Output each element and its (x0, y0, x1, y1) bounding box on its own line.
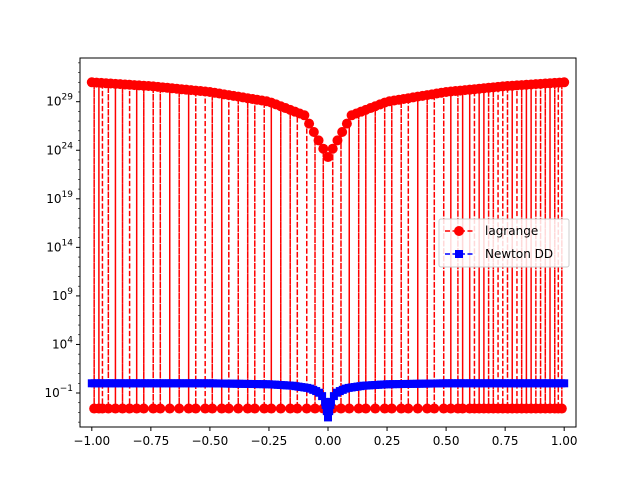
y-tick-label: 104 (52, 335, 73, 351)
lagrange-point-low (138, 403, 149, 414)
lagrange-point-low (457, 403, 468, 414)
y-tick-label: 1029 (46, 93, 73, 109)
lagrange-point-low (249, 403, 260, 414)
x-axis: −1.00 −0.75 −0.50 −0.25 0.00 0.25 0.50 0.75 1.00 (73, 427, 578, 448)
x-tick-label: 0.25 (374, 434, 401, 448)
lagrange-point-low (370, 403, 381, 414)
newton-point (560, 379, 569, 388)
lagrange-point (304, 118, 315, 129)
lagrange-point-low (403, 403, 414, 414)
x-tick-label: −1.00 (73, 434, 110, 448)
lagrange-point (327, 143, 338, 154)
legend-marker-lagrange (454, 226, 464, 236)
x-tick-label: 1.00 (551, 434, 578, 448)
newton-dd-series (87, 379, 569, 422)
lagrange-point-low (207, 403, 218, 414)
x-tick-label: −0.50 (192, 434, 229, 448)
lagrange-point-low (412, 403, 423, 414)
lagrange-point-low (155, 403, 166, 414)
lagrange-point-low (301, 403, 312, 414)
lagrange-point-low (344, 403, 355, 414)
lagrange-point (308, 126, 319, 137)
lagrange-point-low (124, 403, 135, 414)
y-axis: 10−1 104 109 1014 1019 1024 1029 (44, 62, 80, 423)
legend-label-lagrange: lagrange (485, 224, 538, 238)
x-tick-label: −0.75 (132, 434, 169, 448)
legend: lagrange Newton DD (438, 218, 570, 268)
newton-point (324, 413, 332, 422)
lagrange-point-low (310, 403, 321, 414)
y-tick-label: 1024 (46, 141, 73, 157)
lagrange-point-low (110, 403, 121, 414)
newton-point (325, 407, 334, 416)
lagrange-point (323, 152, 333, 163)
lagrange-point (299, 110, 310, 121)
lagrange-point-low (183, 403, 194, 414)
lagrange-point-low (266, 403, 277, 414)
lagrange-point (559, 77, 570, 88)
lagrange-point-low (422, 403, 433, 414)
lagrange-point-low (131, 403, 142, 414)
lagrange-point (341, 118, 352, 129)
x-tick-label: 0.75 (492, 434, 519, 448)
lagrange-point-low (360, 403, 371, 414)
legend-label-newton: Newton DD (485, 247, 553, 261)
lagrange-point (337, 126, 348, 137)
lagrange-point (318, 143, 329, 154)
lagrange-point-low (556, 403, 567, 414)
newton-point (326, 400, 335, 409)
lagrange-point-low (233, 403, 244, 414)
x-tick-label: 0.00 (315, 434, 342, 448)
lagrange-point-low (242, 403, 253, 414)
x-tick-label: 0.50 (433, 434, 460, 448)
lagrange-point-low (285, 403, 296, 414)
lagrange-point-low (190, 403, 201, 414)
y-tick-label: 109 (52, 287, 73, 303)
lagrange-point-low (164, 403, 175, 414)
lagrange-series (86, 77, 570, 414)
y-tick-label: 1014 (46, 238, 73, 254)
x-tick-label: −0.25 (251, 434, 288, 448)
lagrange-point (332, 135, 343, 146)
lagrange-point-low (275, 403, 286, 414)
lagrange-point-low (174, 403, 185, 414)
plot-area (86, 77, 570, 422)
lagrange-point-low (438, 403, 449, 414)
y-tick-label: 10−1 (44, 384, 73, 400)
lagrange-point-low (386, 403, 397, 414)
newton-point (318, 392, 327, 401)
lagrange-point-low (335, 403, 346, 414)
newton-point (321, 400, 330, 409)
lagrange-point-low (292, 403, 303, 414)
lagrange-point-low (259, 403, 270, 414)
lagrange-point-low (103, 403, 114, 414)
lagrange-point-low (223, 403, 234, 414)
lagrange-point-low (445, 403, 456, 414)
lagrange-point-low (200, 403, 211, 414)
legend-marker-newton (455, 250, 463, 258)
lagrange-point-low (396, 403, 407, 414)
y-tick-label: 1019 (46, 190, 73, 206)
lagrange-point-low (216, 403, 227, 414)
lagrange-point (313, 135, 324, 146)
lagrange-point-low (429, 403, 440, 414)
lagrange-point-low (148, 403, 159, 414)
lagrange-point-low (117, 403, 128, 414)
lagrange-point-low (379, 403, 390, 414)
lagrange-point-low (353, 403, 364, 414)
